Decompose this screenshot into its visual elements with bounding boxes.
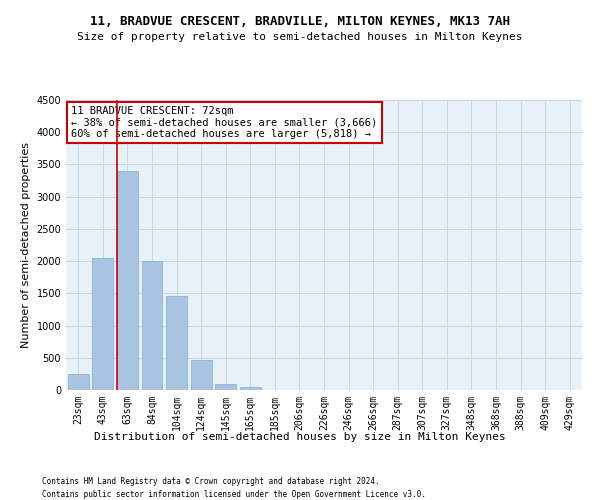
Y-axis label: Number of semi-detached properties: Number of semi-detached properties — [21, 142, 31, 348]
Bar — [240, 387, 261, 390]
Bar — [117, 171, 138, 390]
Text: Size of property relative to semi-detached houses in Milton Keynes: Size of property relative to semi-detach… — [77, 32, 523, 42]
Text: 11 BRADVUE CRESCENT: 72sqm
← 38% of semi-detached houses are smaller (3,666)
60%: 11 BRADVUE CRESCENT: 72sqm ← 38% of semi… — [71, 106, 377, 139]
Text: Distribution of semi-detached houses by size in Milton Keynes: Distribution of semi-detached houses by … — [94, 432, 506, 442]
Text: Contains HM Land Registry data © Crown copyright and database right 2024.: Contains HM Land Registry data © Crown c… — [42, 478, 380, 486]
Bar — [215, 384, 236, 390]
Bar — [142, 261, 163, 390]
Bar — [191, 360, 212, 390]
Text: 11, BRADVUE CRESCENT, BRADVILLE, MILTON KEYNES, MK13 7AH: 11, BRADVUE CRESCENT, BRADVILLE, MILTON … — [90, 15, 510, 28]
Bar — [68, 374, 89, 390]
Text: Contains public sector information licensed under the Open Government Licence v3: Contains public sector information licen… — [42, 490, 426, 499]
Bar — [166, 296, 187, 390]
Bar — [92, 258, 113, 390]
